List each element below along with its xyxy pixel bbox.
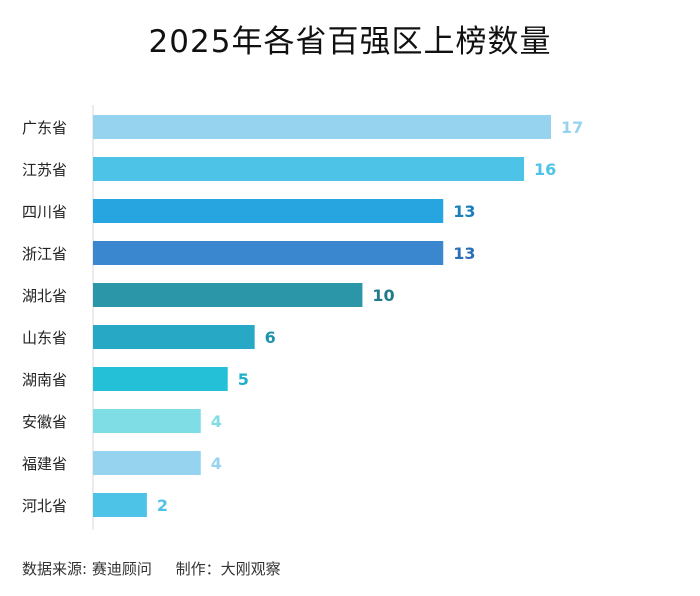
bars-group: 广东省 17 江苏省 16 四川省 13 浙江省 13 湖北省 10 山东省 6 湖南省 5 安徽省 4 福建省… xyxy=(22,115,583,517)
category-label: 湖南省 xyxy=(22,371,67,389)
data-label: 10 xyxy=(372,286,394,305)
category-label: 四川省 xyxy=(22,203,67,221)
data-label: 6 xyxy=(265,328,276,347)
bar xyxy=(93,157,525,181)
bar xyxy=(93,283,363,307)
bar xyxy=(93,325,255,349)
data-label: 2 xyxy=(157,496,168,515)
bar xyxy=(93,241,444,265)
bar xyxy=(93,367,228,391)
category-label: 广东省 xyxy=(22,119,67,137)
bar xyxy=(93,409,201,433)
data-label: 16 xyxy=(534,160,556,179)
data-label: 4 xyxy=(211,412,222,431)
category-label: 安徽省 xyxy=(22,413,67,431)
category-label: 江苏省 xyxy=(22,161,67,179)
source-text: 数据来源: 赛迪顾问 xyxy=(22,560,152,578)
bar xyxy=(93,115,551,139)
author-text: 制作：大刚观察 xyxy=(175,560,281,578)
bar xyxy=(93,199,444,223)
source-note: 数据来源: 赛迪顾问 制作：大刚观察 xyxy=(22,558,281,579)
data-label: 4 xyxy=(211,454,222,473)
category-label: 河北省 xyxy=(22,497,67,515)
data-label: 17 xyxy=(561,118,583,137)
data-label: 5 xyxy=(238,370,249,389)
category-label: 福建省 xyxy=(22,455,67,473)
chart-title: 2025年各省百强区上榜数量 xyxy=(148,24,552,60)
category-label: 山东省 xyxy=(22,329,67,347)
bar xyxy=(93,451,201,475)
category-label: 浙江省 xyxy=(22,245,67,263)
category-label: 湖北省 xyxy=(22,287,67,305)
bar xyxy=(93,493,147,517)
data-label: 13 xyxy=(453,202,475,221)
data-label: 13 xyxy=(453,244,475,263)
